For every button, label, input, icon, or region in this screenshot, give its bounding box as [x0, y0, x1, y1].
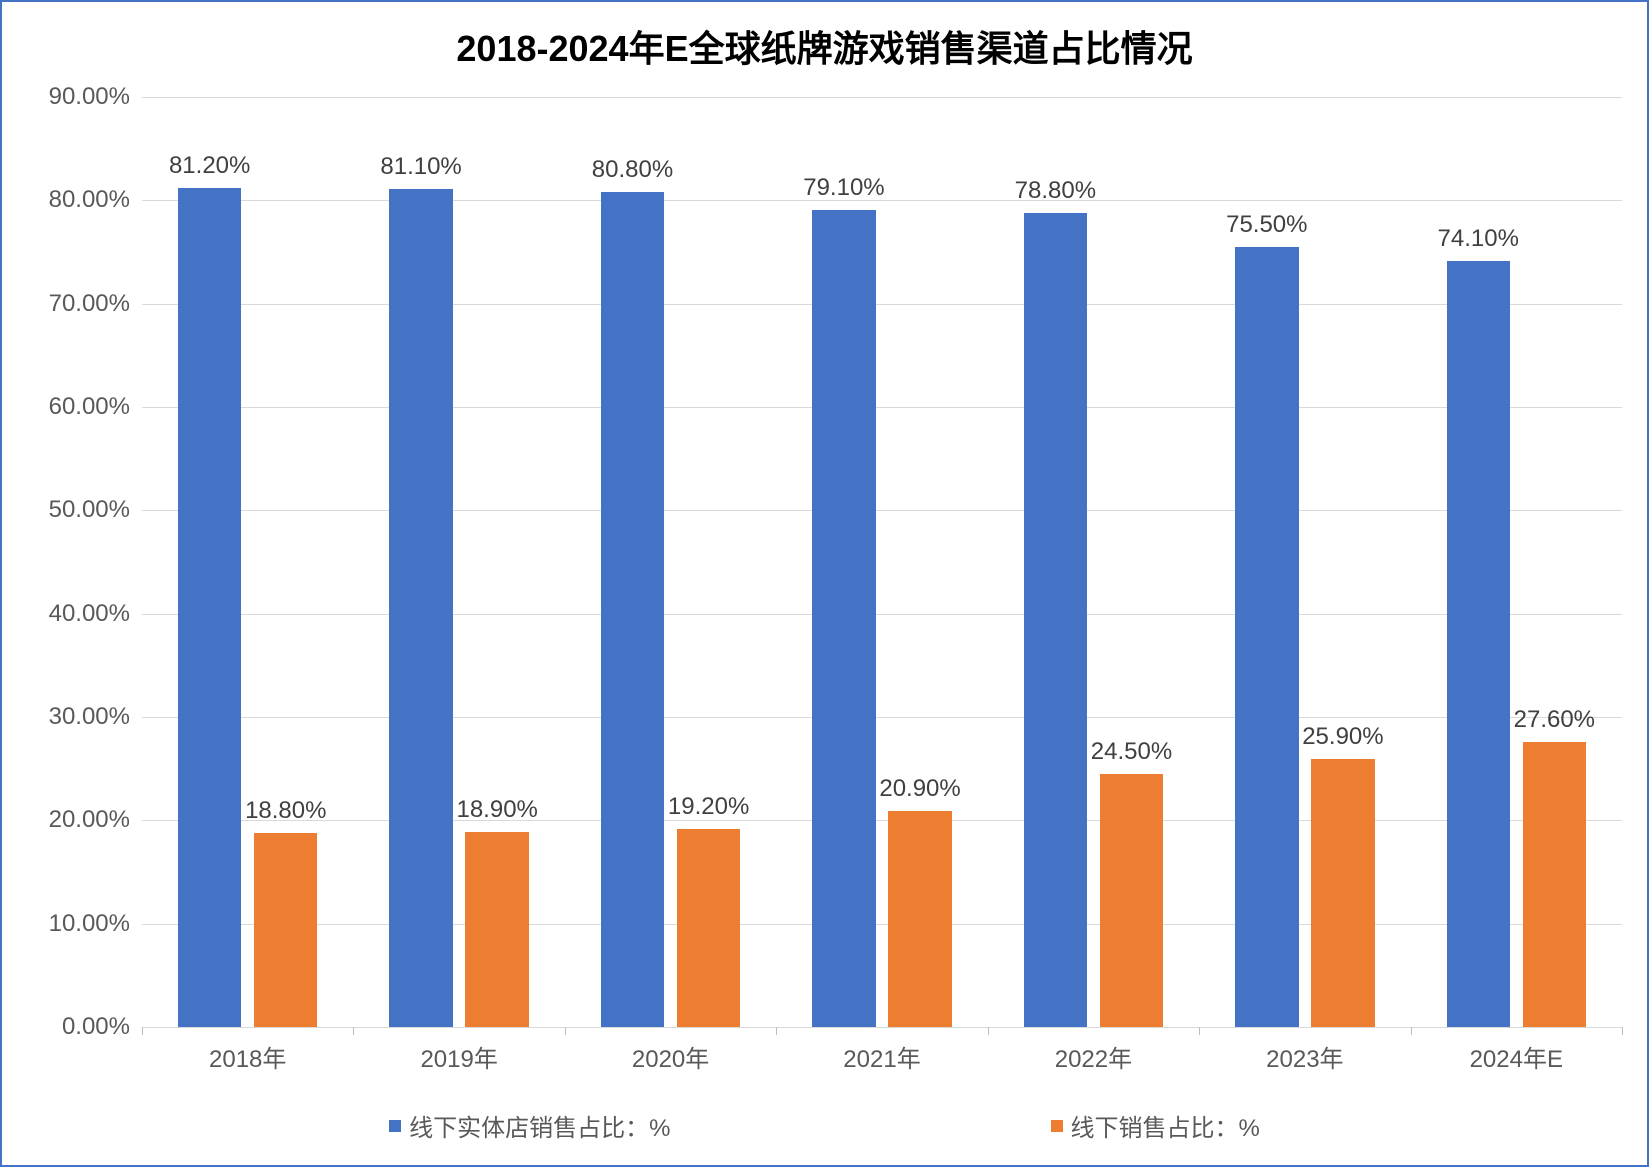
bar-value-label: 75.50% [1226, 211, 1307, 239]
x-axis-tick-label: 2019年 [420, 1039, 497, 1074]
y-axis-tick-label: 0.00% [62, 1013, 130, 1041]
gridline [142, 407, 1622, 408]
gridline [142, 97, 1622, 98]
gridline [142, 1027, 1622, 1028]
gridline [142, 924, 1622, 925]
gridline [142, 510, 1622, 511]
bar-series-0 [1235, 247, 1298, 1027]
x-tick [565, 1027, 566, 1035]
legend-item: 线下实体店销售占比：% [389, 1108, 670, 1143]
legend: 线下实体店销售占比：% 线下销售占比：% [2, 1108, 1647, 1143]
bar-value-label: 18.90% [456, 796, 537, 824]
y-axis-tick-label: 90.00% [49, 83, 130, 111]
x-axis-tick-label: 2018年 [209, 1039, 286, 1074]
x-tick [988, 1027, 989, 1035]
bar-value-label: 24.50% [1091, 738, 1172, 766]
legend-label: 线下销售占比：% [1071, 1108, 1260, 1143]
bar-series-0 [601, 192, 664, 1027]
legend-label: 线下实体店销售占比：% [409, 1108, 670, 1143]
legend-item: 线下销售占比：% [1051, 1108, 1260, 1143]
x-tick [1199, 1027, 1200, 1035]
bar-value-label: 81.20% [169, 152, 250, 180]
bar-value-label: 18.80% [245, 797, 326, 825]
bar-value-label: 74.10% [1438, 225, 1519, 253]
y-axis-tick-label: 70.00% [49, 290, 130, 318]
bar-series-0 [1447, 261, 1510, 1027]
bar-series-1 [1311, 759, 1374, 1027]
chart-title: 2018-2024年E全球纸牌游戏销售渠道占比情况 [2, 2, 1647, 82]
bar-value-label: 80.80% [592, 156, 673, 184]
x-axis-tick-label: 2022年 [1055, 1039, 1132, 1074]
y-axis-tick-label: 20.00% [49, 806, 130, 834]
bar-series-1 [677, 829, 740, 1027]
plot-area: 0.00%10.00%20.00%30.00%40.00%50.00%60.00… [142, 97, 1622, 1027]
bar-series-0 [1024, 213, 1087, 1027]
bar-value-label: 25.90% [1302, 723, 1383, 751]
x-axis-tick-label: 2023年 [1266, 1039, 1343, 1074]
bar-value-label: 19.20% [668, 793, 749, 821]
y-axis-tick-label: 80.00% [49, 186, 130, 214]
bar-series-0 [389, 189, 452, 1027]
bar-series-1 [1523, 742, 1586, 1027]
bar-series-0 [178, 188, 241, 1027]
y-axis-tick-label: 30.00% [49, 703, 130, 731]
x-tick [142, 1027, 143, 1035]
bar-value-label: 27.60% [1514, 706, 1595, 734]
y-axis-tick-label: 40.00% [49, 600, 130, 628]
x-tick [1411, 1027, 1412, 1035]
x-tick [353, 1027, 354, 1035]
gridline [142, 820, 1622, 821]
legend-swatch [1051, 1120, 1063, 1132]
chart-container: 2018-2024年E全球纸牌游戏销售渠道占比情况 0.00%10.00%20.… [0, 0, 1649, 1167]
x-axis-tick-label: 2021年 [843, 1039, 920, 1074]
bar-series-1 [1100, 774, 1163, 1027]
y-axis-tick-label: 60.00% [49, 393, 130, 421]
y-axis-tick-label: 10.00% [49, 910, 130, 938]
bar-series-0 [812, 210, 875, 1027]
gridline [142, 717, 1622, 718]
legend-swatch [389, 1120, 401, 1132]
x-tick [1622, 1027, 1623, 1035]
x-axis-tick-label: 2020年 [632, 1039, 709, 1074]
bar-value-label: 81.10% [380, 153, 461, 181]
bar-series-1 [888, 811, 951, 1027]
bar-value-label: 78.80% [1015, 177, 1096, 205]
y-axis-tick-label: 50.00% [49, 496, 130, 524]
bar-value-label: 79.10% [803, 174, 884, 202]
bar-series-1 [465, 832, 528, 1027]
bar-series-1 [254, 833, 317, 1027]
x-tick [776, 1027, 777, 1035]
gridline [142, 614, 1622, 615]
gridline [142, 304, 1622, 305]
bar-value-label: 20.90% [879, 775, 960, 803]
x-axis-tick-label: 2024年E [1470, 1039, 1563, 1074]
